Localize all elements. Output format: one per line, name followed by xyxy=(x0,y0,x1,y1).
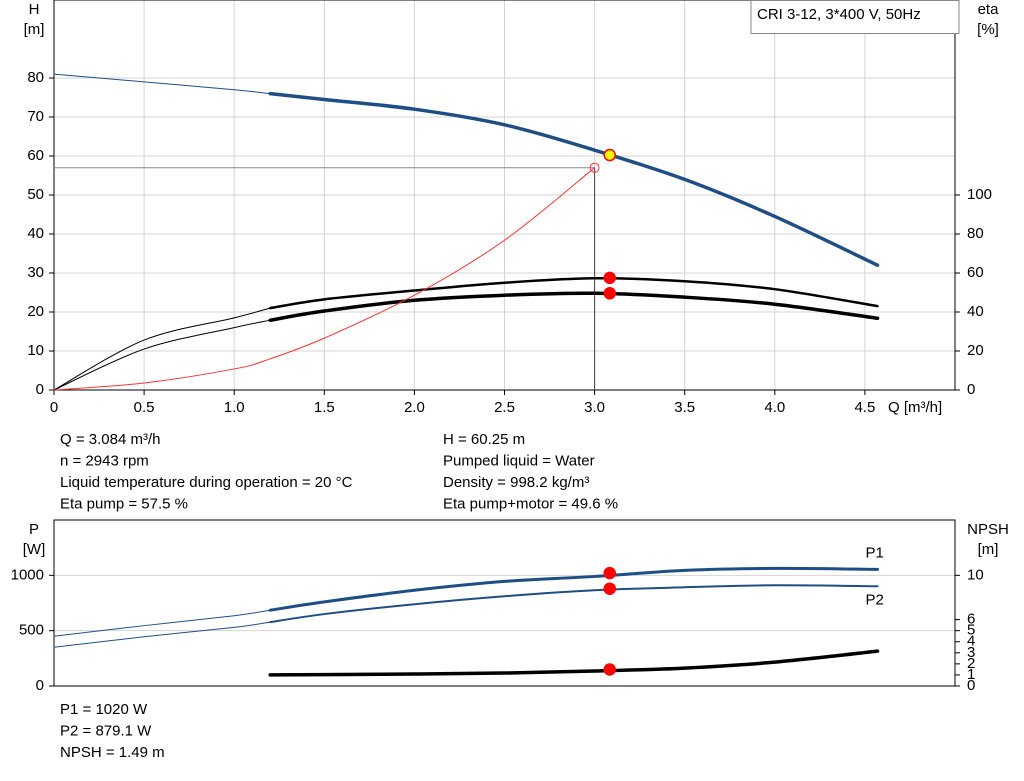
curve xyxy=(53,307,271,391)
x-tick-label: 2.5 xyxy=(494,399,515,416)
y2-axis-unit: [m] xyxy=(978,541,999,558)
y-tick-label: 30 xyxy=(27,264,44,281)
y-tick-label: 1000 xyxy=(11,566,44,583)
y-axis-unit: [m] xyxy=(24,21,45,38)
curve xyxy=(268,649,880,677)
series-label: P2 xyxy=(866,591,884,608)
readout-line: P2 = 879.1 W xyxy=(60,722,152,739)
y2-tick-label: 3 xyxy=(967,644,975,661)
x-tick-label: 4.0 xyxy=(764,399,785,416)
y2-tick-label: 1 xyxy=(967,666,975,683)
readout-line: Eta pump = 57.5 % xyxy=(60,495,188,512)
operating-point xyxy=(603,566,616,580)
readout-line: NPSH = 1.49 m xyxy=(60,744,165,761)
y-tick-label: 80 xyxy=(27,69,44,86)
curve xyxy=(269,584,879,624)
x-tick-label: 3.5 xyxy=(674,399,695,416)
x-tick-label: 3.0 xyxy=(584,399,605,416)
y2-tick-label: 4 xyxy=(967,633,975,650)
y2-tick-label: 10 xyxy=(967,566,984,583)
plot-frame xyxy=(53,519,956,687)
y2-tick-label: 0 xyxy=(967,677,975,694)
y2-tick-label: 40 xyxy=(967,303,984,320)
y-axis-unit: [W] xyxy=(23,541,46,558)
y-axis-label: P xyxy=(29,521,39,538)
readout-line: Q = 3.084 m³/h xyxy=(60,431,160,448)
reference-point xyxy=(589,162,600,173)
curve xyxy=(268,291,880,322)
curve xyxy=(53,73,271,95)
series-label: P1 xyxy=(866,544,884,561)
y2-tick-label: 80 xyxy=(967,225,984,242)
readout-line: H = 60.25 m xyxy=(443,431,525,448)
readout-line: n = 2943 rpm xyxy=(60,452,149,469)
y-tick-label: 500 xyxy=(19,622,44,639)
readout-line: Density = 998.2 kg/m³ xyxy=(443,474,589,491)
y-tick-label: 10 xyxy=(27,342,44,359)
y2-tick-label: 60 xyxy=(967,264,984,281)
x-tick-label: 1.5 xyxy=(314,399,335,416)
y2-tick-label: 0 xyxy=(967,381,975,398)
readout-line: Liquid temperature during operation = 20… xyxy=(60,474,353,491)
curve xyxy=(268,566,880,612)
curve xyxy=(268,91,880,267)
x-tick-label: 2.0 xyxy=(404,399,425,416)
y-tick-label: 0 xyxy=(36,381,44,398)
x-axis-label: Q [m³/h] xyxy=(888,399,942,416)
curve xyxy=(53,319,271,391)
x-tick-label: 0.5 xyxy=(134,399,155,416)
y2-tick-label: 20 xyxy=(967,342,984,359)
chart-title: CRI 3-12, 3*400 V, 50Hz xyxy=(757,6,921,23)
y2-axis-label: eta xyxy=(978,1,1000,18)
curve xyxy=(268,276,879,310)
x-tick-label: 1.0 xyxy=(224,399,245,416)
y-tick-label: 60 xyxy=(27,147,44,164)
y2-axis-unit: [%] xyxy=(977,21,999,38)
y2-axis-label: NPSH xyxy=(967,521,1009,538)
y2-tick-label: 100 xyxy=(967,186,992,203)
operating-point xyxy=(603,663,616,676)
curve xyxy=(53,167,596,391)
y-tick-label: 50 xyxy=(27,186,44,203)
y-tick-label: 40 xyxy=(27,225,44,242)
x-tick-label: 0 xyxy=(50,399,58,416)
readout-line: Eta pump+motor = 49.6 % xyxy=(443,495,618,512)
operating-point xyxy=(603,148,616,162)
x-tick-label: 4.5 xyxy=(854,399,875,416)
y2-tick-label: 5 xyxy=(967,622,975,639)
title-box xyxy=(750,0,960,34)
y-tick-label: 0 xyxy=(36,677,44,694)
readout-line: Pumped liquid = Water xyxy=(443,452,595,469)
operating-point xyxy=(603,271,616,285)
y-tick-label: 70 xyxy=(27,108,44,125)
readout-line: P1 = 1020 W xyxy=(60,701,148,718)
y-tick-label: 20 xyxy=(27,303,44,320)
operating-point xyxy=(603,582,616,595)
y2-tick-label: 6 xyxy=(967,611,975,628)
curve xyxy=(53,621,271,648)
operating-point xyxy=(603,287,616,300)
curve xyxy=(53,609,271,637)
y2-tick-label: 2 xyxy=(967,655,975,672)
y-axis-label: H xyxy=(29,1,40,18)
